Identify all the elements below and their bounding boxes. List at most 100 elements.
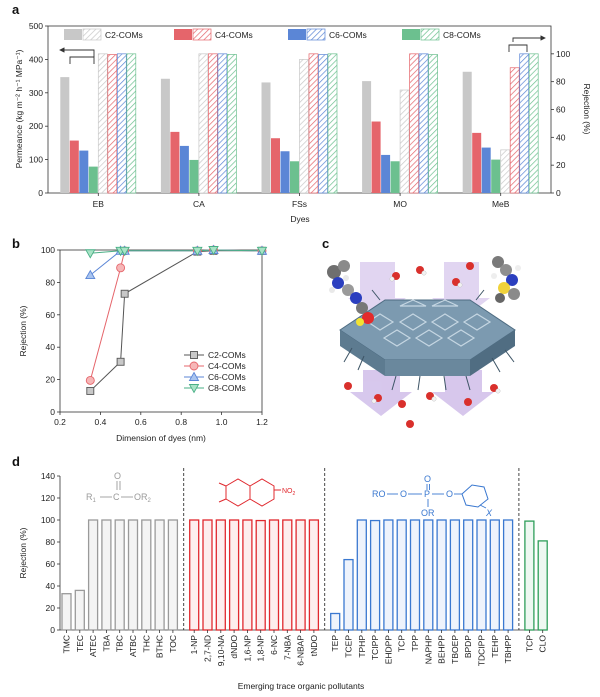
bar-1,6-NP xyxy=(242,519,253,631)
legend-label: C8-COMs xyxy=(443,30,481,40)
bar-rejection-C6 xyxy=(318,54,328,194)
cof-membrane-illustration xyxy=(339,289,516,391)
legend-label: C6-COMs xyxy=(208,372,246,382)
y-tick-label: 60 xyxy=(46,559,56,569)
bar-ATBC xyxy=(127,519,139,631)
data-point-C4 xyxy=(85,375,95,385)
structure-no2: NO2 xyxy=(282,488,296,497)
legend-label: C6-COMs xyxy=(329,30,367,40)
bar-2,7-ND xyxy=(202,519,213,631)
series-line-C2 xyxy=(89,250,262,392)
category-label: 7-NBA xyxy=(282,635,292,660)
bar-permeance-C2 xyxy=(362,81,372,193)
bar-permeance-C4 xyxy=(170,131,180,193)
bar-rejection-C4 xyxy=(107,54,118,194)
panel-d-xlabel: Emerging trace organic pollutants xyxy=(238,681,365,691)
bar-permeance-C6 xyxy=(481,147,491,193)
bar-rejection-C2 xyxy=(399,89,410,194)
panel-label-c: c xyxy=(322,236,329,251)
bar-permeance-C8 xyxy=(88,166,98,193)
category-label: 1,8-NP xyxy=(256,635,266,662)
y-tick-label: 20 xyxy=(46,603,56,613)
bar-TCP xyxy=(396,519,407,631)
bar-permeance-C8 xyxy=(390,161,400,193)
bar-7-NBA xyxy=(282,519,293,631)
category-label: TEP xyxy=(330,635,340,652)
bar-permeance-C6 xyxy=(280,151,290,193)
bar-rejection-C4 xyxy=(509,67,520,194)
bar-rejection-C6 xyxy=(519,53,530,194)
bar-TCEP xyxy=(343,558,354,631)
category-label: 2,7-ND xyxy=(203,635,213,662)
bar-rejection-C8 xyxy=(327,53,338,194)
bar-9,10-NA xyxy=(215,519,226,631)
y2-tick-label: 100 xyxy=(556,49,570,59)
bar-BEHPP xyxy=(436,519,447,631)
panel-b-series xyxy=(85,244,268,395)
bar-BPDP xyxy=(463,519,474,631)
bar-TBA xyxy=(101,519,112,631)
legend-marker-C8 xyxy=(188,384,200,394)
bar-permeance-C4 xyxy=(472,132,482,193)
bar-rejection-C4 xyxy=(409,53,419,194)
category-label: BEHPP xyxy=(437,635,447,664)
bar-TEC xyxy=(74,589,85,631)
data-point-C2 xyxy=(86,386,95,395)
legend-label: C4-COMs xyxy=(215,30,253,40)
data-point-C8 xyxy=(256,246,268,257)
data-point-C8 xyxy=(208,246,219,256)
structure-ro: RO xyxy=(372,489,386,499)
bar-rejection-C4 xyxy=(308,53,319,194)
category-label: TPP xyxy=(410,635,420,652)
panel-label-d: d xyxy=(12,454,20,469)
legend-marker-C4 xyxy=(189,361,199,371)
panel-a-bars xyxy=(60,53,539,194)
legend-swatch-hatched-C4 xyxy=(192,28,212,41)
y2-tick-label: 80 xyxy=(556,77,566,87)
category-label: MeB xyxy=(492,199,510,209)
structure-or2: OR2 xyxy=(134,492,152,504)
category-label: TCP xyxy=(397,635,407,652)
opfr-structure-illustration: O RO O P O OR X xyxy=(372,474,493,518)
bar-TPHP xyxy=(356,519,367,631)
y2-tick-label: 40 xyxy=(556,132,566,142)
bar-rejection-C2 xyxy=(500,149,511,194)
x-tick-label: 1.2 xyxy=(256,417,268,427)
bar-permeance-C8 xyxy=(491,159,501,193)
panel-a-categories: EB CA FSs MO MeB xyxy=(93,193,510,209)
bar-TMC xyxy=(61,593,72,631)
y2-tick-label: 0 xyxy=(556,188,561,198)
bar-THC xyxy=(141,519,152,631)
y-tick-label: 0 xyxy=(50,625,55,635)
panel-b-ylabel: Rejection (%) xyxy=(18,305,28,356)
panel-a-chart: 0 100 200 300 400 500 0 20 40 60 80 100 EB CA FSs MO M… xyxy=(14,21,592,224)
category-label: TCP xyxy=(524,635,534,652)
y-tick-label: 60 xyxy=(46,310,56,320)
structure-o-top: O xyxy=(424,474,431,484)
x-tick-label: 0.8 xyxy=(175,417,187,427)
data-point-C8 xyxy=(192,246,203,257)
panel-a-y-axis: 0 100 200 300 400 500 xyxy=(29,21,48,198)
panel-b-y-axis: 0 20 40 60 80 100 xyxy=(41,245,60,417)
panel-b-xlabel: Dimension of dyes (nm) xyxy=(116,433,206,443)
category-label: TOC xyxy=(168,635,178,653)
bar-rejection-C8 xyxy=(528,53,539,194)
nitro-pah-structure-illustration: NO2 xyxy=(218,478,296,507)
bar-permeance-C8 xyxy=(189,159,199,193)
citrate-structure-illustration: R1 C O OR2 xyxy=(86,471,152,504)
structure-r1: R1 xyxy=(86,492,97,504)
bar-permeance-C2 xyxy=(462,71,472,193)
category-label: THC xyxy=(141,635,151,652)
bar-TEP xyxy=(330,612,341,631)
legend-marker-C6 xyxy=(188,371,200,381)
category-label: 1-NP xyxy=(189,635,199,655)
bar-TPP xyxy=(409,519,421,631)
bar-rejection-C4 xyxy=(208,53,218,194)
y-tick-label: 0 xyxy=(38,188,43,198)
panel-d-bars xyxy=(61,519,548,631)
y-tick-label: 100 xyxy=(41,515,55,525)
bar-rejection-C8 xyxy=(428,54,438,194)
category-label: 6-NC xyxy=(269,635,279,655)
